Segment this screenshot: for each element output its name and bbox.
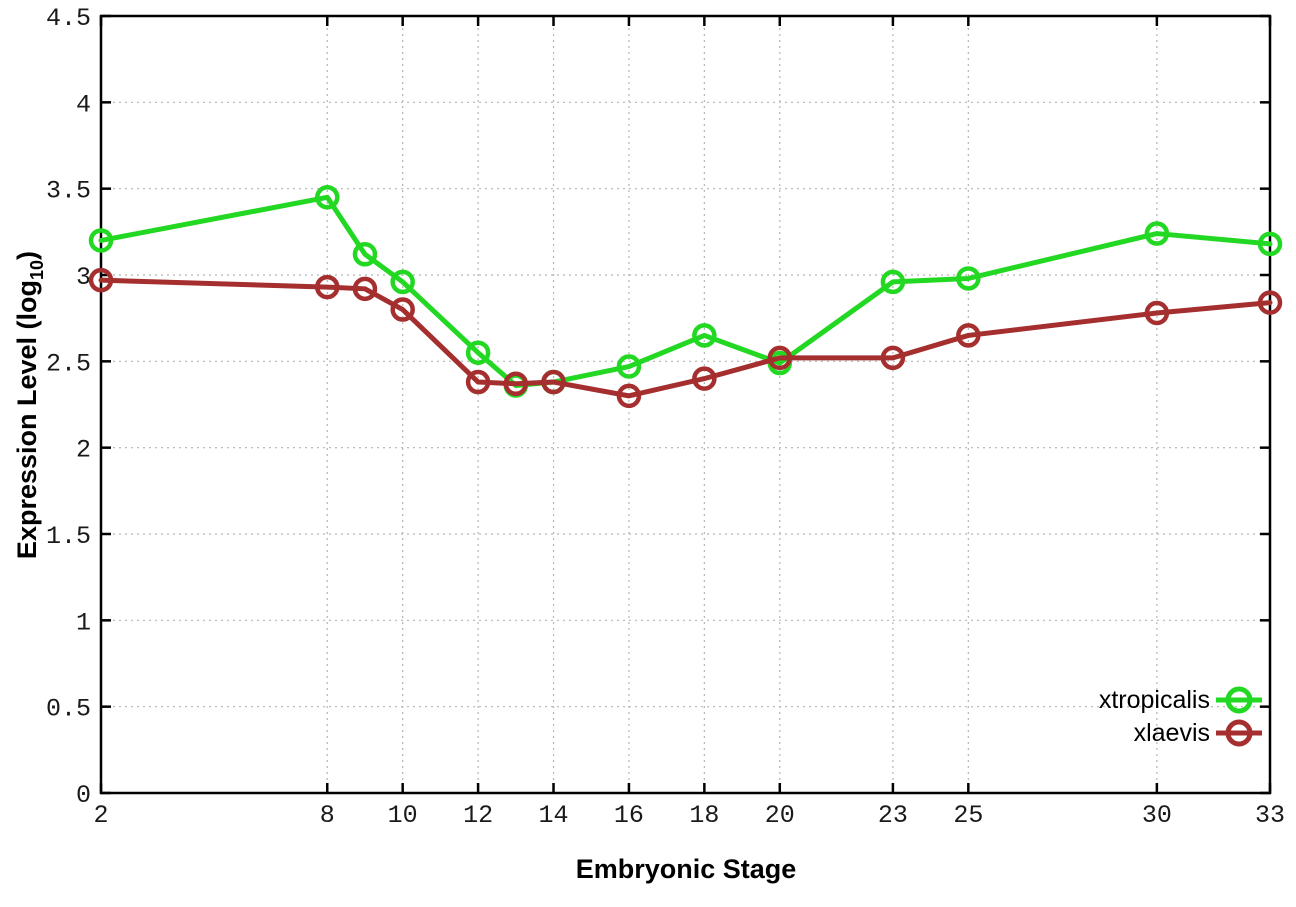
y-tick-label: 3 bbox=[76, 263, 91, 292]
y-tick-label: 3.5 bbox=[46, 177, 91, 206]
legend-sample-marker-xlaevis bbox=[1225, 719, 1253, 747]
x-tick-label: 8 bbox=[320, 801, 335, 830]
y-axis-title-text: Expression Level (log bbox=[12, 279, 42, 560]
series-point-xtropicalis bbox=[390, 269, 415, 295]
series-point-xlaevis bbox=[541, 369, 566, 395]
series-point-xtropicalis bbox=[1257, 231, 1283, 257]
y-axis-title-subscript: 10 bbox=[27, 259, 47, 280]
x-tick-label: 25 bbox=[953, 801, 983, 830]
legend-label-xlaevis: xlaevis bbox=[1133, 719, 1210, 747]
series-point-xtropicalis bbox=[1144, 221, 1170, 246]
series-point-xlaevis bbox=[88, 267, 114, 293]
series-point-xlaevis bbox=[390, 297, 415, 322]
series-point-xlaevis bbox=[1144, 300, 1170, 326]
series-point-xtropicalis bbox=[956, 266, 981, 291]
x-tick-label: 20 bbox=[765, 801, 795, 830]
series-point-xtropicalis bbox=[616, 354, 642, 379]
y-tick-label: 1.5 bbox=[46, 522, 91, 551]
y-tick-label: 0.5 bbox=[46, 695, 91, 724]
series-point-xlaevis bbox=[465, 369, 491, 395]
series-point-xlaevis bbox=[956, 323, 981, 348]
x-tick-label: 10 bbox=[388, 801, 418, 830]
x-tick-label: 12 bbox=[463, 801, 493, 830]
x-tick-label: 16 bbox=[614, 801, 644, 830]
series-point-xlaevis bbox=[315, 274, 340, 300]
x-tick-label: 23 bbox=[878, 801, 908, 830]
x-tick-label: 33 bbox=[1255, 801, 1285, 830]
series-point-xlaevis bbox=[352, 276, 378, 302]
series-point-xtropicalis bbox=[880, 269, 906, 295]
y-tick-label: 4.5 bbox=[46, 4, 91, 33]
series-point-xlaevis bbox=[1257, 290, 1283, 315]
y-tick-label: 2 bbox=[76, 436, 91, 465]
y-tick-label: 0 bbox=[76, 781, 91, 810]
y-tick-label: 2.5 bbox=[46, 349, 91, 378]
y-tick-label: 4 bbox=[76, 90, 91, 119]
series-point-xlaevis bbox=[503, 371, 529, 397]
y-axis-title-suffix: ) bbox=[12, 250, 42, 260]
series-point-xlaevis bbox=[616, 383, 642, 409]
series-point-xtropicalis bbox=[692, 323, 717, 348]
x-tick-label: 18 bbox=[689, 801, 719, 830]
series-line-xlaevis bbox=[98, 277, 1273, 399]
series-point-xtropicalis bbox=[88, 228, 114, 253]
series-point-xlaevis bbox=[767, 345, 793, 371]
series-line-xtropicalis bbox=[98, 194, 1273, 389]
x-tick-label: 14 bbox=[539, 801, 569, 830]
series-point-xlaevis bbox=[692, 366, 717, 391]
series-point-xlaevis bbox=[880, 345, 906, 371]
x-tick-label: 2 bbox=[93, 801, 108, 830]
legend-label-xtropicalis: xtropicalis bbox=[1098, 686, 1210, 714]
y-tick-label: 1 bbox=[76, 608, 91, 637]
series-point-xtropicalis bbox=[315, 185, 340, 210]
series-point-xtropicalis bbox=[465, 340, 491, 365]
plot-border bbox=[99, 14, 1272, 795]
legend-sample-marker-xtropicalis bbox=[1225, 686, 1253, 714]
y-axis-title: Expression Level (log10) bbox=[8, 55, 47, 755]
series-point-xtropicalis bbox=[352, 242, 378, 267]
x-tick-label: 30 bbox=[1142, 801, 1172, 830]
x-axis-title: Embryonic Stage bbox=[575, 854, 797, 884]
